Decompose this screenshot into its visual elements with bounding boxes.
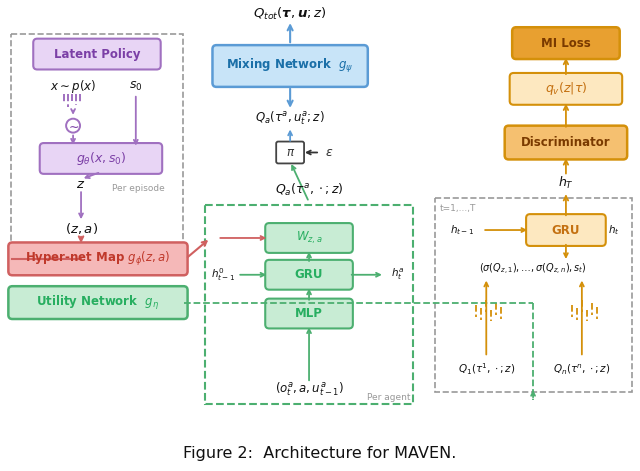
FancyBboxPatch shape bbox=[505, 126, 627, 160]
Text: Hyper-net Map $g_\phi(z, a)$: Hyper-net Map $g_\phi(z, a)$ bbox=[25, 250, 171, 268]
Text: $g_\theta(x, s_0)$: $g_\theta(x, s_0)$ bbox=[76, 150, 126, 167]
Text: $Q_1(\tau^1, \cdot; z)$: $Q_1(\tau^1, \cdot; z)$ bbox=[458, 362, 515, 377]
FancyBboxPatch shape bbox=[265, 223, 353, 253]
Text: $Q_a(\tau^a, \cdot; z)$: $Q_a(\tau^a, \cdot; z)$ bbox=[275, 182, 343, 198]
Text: $h_{t-1}^0$: $h_{t-1}^0$ bbox=[211, 267, 236, 283]
FancyBboxPatch shape bbox=[276, 142, 304, 163]
Text: MLP: MLP bbox=[295, 307, 323, 320]
Bar bbox=[435, 198, 632, 392]
FancyBboxPatch shape bbox=[509, 73, 622, 105]
Bar bbox=[205, 205, 413, 404]
Text: Discriminator: Discriminator bbox=[521, 136, 611, 149]
Text: GRU: GRU bbox=[552, 224, 580, 236]
Text: $x \sim p(x)$: $x \sim p(x)$ bbox=[50, 78, 96, 96]
Text: $Q_n(\tau^n, \cdot; z)$: $Q_n(\tau^n, \cdot; z)$ bbox=[553, 362, 611, 376]
FancyBboxPatch shape bbox=[33, 39, 161, 70]
Text: $h_T$: $h_T$ bbox=[558, 175, 574, 191]
Text: Figure 2:  Architecture for MAVEN.: Figure 2: Architecture for MAVEN. bbox=[183, 446, 457, 461]
Text: $W_{z,a}$: $W_{z,a}$ bbox=[296, 230, 323, 246]
FancyBboxPatch shape bbox=[40, 143, 162, 174]
Text: GRU: GRU bbox=[295, 268, 323, 281]
Text: MI Loss: MI Loss bbox=[541, 37, 591, 49]
FancyBboxPatch shape bbox=[8, 243, 188, 275]
Text: $Q_{tot}(\boldsymbol{\tau}, \boldsymbol{u}; z)$: $Q_{tot}(\boldsymbol{\tau}, \boldsymbol{… bbox=[253, 6, 327, 22]
FancyBboxPatch shape bbox=[8, 286, 188, 319]
Text: $q_v(z|\tau)$: $q_v(z|\tau)$ bbox=[545, 81, 587, 97]
Text: Per agent: Per agent bbox=[367, 393, 411, 402]
Text: $\epsilon$: $\epsilon$ bbox=[325, 146, 333, 159]
FancyBboxPatch shape bbox=[512, 27, 620, 59]
Bar bbox=[12, 34, 182, 248]
Text: $Q_a(\tau^a, u_t^a; z)$: $Q_a(\tau^a, u_t^a; z)$ bbox=[255, 110, 325, 128]
Text: $h_t^a$: $h_t^a$ bbox=[391, 267, 404, 283]
Text: $z$: $z$ bbox=[76, 178, 86, 191]
Text: $s_0$: $s_0$ bbox=[129, 81, 143, 93]
Text: $(o_t^a, a, u_{t-1}^a)$: $(o_t^a, a, u_{t-1}^a)$ bbox=[275, 381, 344, 398]
Text: t=1,...,T: t=1,...,T bbox=[440, 203, 476, 213]
Text: Per episode: Per episode bbox=[113, 184, 165, 193]
FancyBboxPatch shape bbox=[212, 45, 368, 87]
Text: $\sim$: $\sim$ bbox=[67, 120, 80, 133]
Text: $(\sigma(Q_{z,1}),\ldots,\sigma(Q_{z,n}), s_t)$: $(\sigma(Q_{z,1}),\ldots,\sigma(Q_{z,n})… bbox=[479, 262, 587, 277]
FancyBboxPatch shape bbox=[265, 260, 353, 290]
Text: $h_t$: $h_t$ bbox=[608, 223, 620, 237]
Text: $(z, a)$: $(z, a)$ bbox=[65, 220, 97, 236]
Text: Latent Policy: Latent Policy bbox=[54, 48, 140, 61]
Text: $\pi$: $\pi$ bbox=[285, 146, 295, 159]
FancyBboxPatch shape bbox=[526, 214, 605, 246]
Text: Mixing Network  $g_\psi$: Mixing Network $g_\psi$ bbox=[227, 57, 354, 75]
FancyBboxPatch shape bbox=[265, 299, 353, 328]
Text: Utility Network  $g_\eta$: Utility Network $g_\eta$ bbox=[36, 293, 159, 312]
Text: $h_{t-1}$: $h_{t-1}$ bbox=[450, 223, 474, 237]
